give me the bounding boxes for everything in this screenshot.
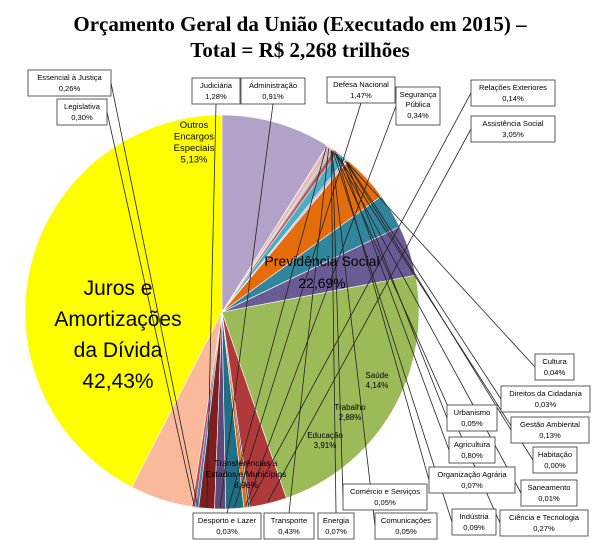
callout-box-cultura bbox=[534, 353, 575, 381]
slice-label-outros-encargos-especiais: Outros Encargos Especiais 5,13% bbox=[174, 120, 215, 166]
leader-line-judiciaria bbox=[206, 103, 217, 507]
slice-label-previdencia-social: Previdência Social 22,69% bbox=[264, 253, 379, 291]
slice-label-comercio-e-servicos: Comércio e Serviços 0,05% bbox=[350, 487, 420, 507]
callout-box-administracao bbox=[240, 77, 306, 105]
slice-label-educacao: Educação 3,91% bbox=[307, 431, 343, 450]
leader-line-habitacao bbox=[336, 154, 534, 461]
callout-box-desporto-e-lazer bbox=[192, 512, 262, 540]
leader-line-direitos-da-cidadania bbox=[346, 161, 502, 400]
callout-box-essencial-a-justica bbox=[27, 69, 112, 97]
pie-slice-transferencias-a-estados-e-municipios bbox=[221, 114, 328, 314]
callout-box-comercio-e-servicos bbox=[342, 483, 428, 511]
leader-line-transporte bbox=[288, 148, 329, 514]
slice-label-juros-e-amortizacoes-da-divida: Juros e Amortizações da Dívida 42,43% bbox=[54, 277, 181, 393]
slice-label-industria: Indústria 0,09% bbox=[459, 512, 489, 532]
callout-box-industria bbox=[451, 508, 497, 536]
leader-line-energia bbox=[330, 150, 337, 514]
callout-box-organizacao-agraria bbox=[428, 466, 516, 494]
slice-labels: Juros e Amortizações da Dívida 42,43% Outros… bbox=[27, 69, 591, 540]
leader-line-legislativa bbox=[106, 111, 195, 506]
callout-box-relacoes-exteriores bbox=[470, 79, 556, 107]
pie-slice-juros-e-amortizacoes-da-divida bbox=[24, 114, 223, 488]
slice-label-judiciaria: Judiciária 1,28% bbox=[200, 81, 233, 101]
leader-line-comercio-e-servicos bbox=[331, 151, 344, 498]
slice-label-administracao: Administração 0,91% bbox=[249, 81, 297, 101]
callout-box-defesa-nacional bbox=[326, 76, 396, 104]
pie-slice-previdencia-social bbox=[221, 274, 420, 499]
slice-label-energia: Energia 0,07% bbox=[323, 516, 350, 536]
callout-box-urbanismo bbox=[446, 404, 498, 432]
leader-line-defesa-nacional bbox=[234, 102, 362, 507]
leader-line-assistencia-social bbox=[267, 128, 472, 502]
slice-label-ciencia-e-tecnologia: Ciência e Tecnologia 0,27% bbox=[509, 513, 580, 533]
callout-box-gestao-ambiental bbox=[510, 416, 590, 444]
leader-lines bbox=[106, 82, 536, 527]
callout-box-energia bbox=[317, 512, 355, 540]
slice-label-relacoes-exteriores: Relações Exteriores 0,14% bbox=[479, 83, 547, 103]
callout-box-saneamento bbox=[520, 479, 578, 507]
callout-box-transporte bbox=[263, 512, 315, 540]
slice-label-saude: Saúde 4,14% bbox=[365, 371, 389, 390]
slice-label-cultura: Cultura 0,04% bbox=[542, 357, 567, 377]
slice-label-legislativa: Legislativa 0,30% bbox=[64, 102, 101, 122]
callout-box-agricultura bbox=[448, 436, 496, 464]
leader-line-urbanismo bbox=[345, 161, 448, 419]
leader-line-organizacao-agraria bbox=[336, 154, 430, 481]
chart-title-line-2: Total = R$ 2,268 trilhões bbox=[190, 38, 410, 62]
leader-line-seguranca-publica bbox=[245, 105, 397, 506]
slice-label-habitacao: Habitação 0,00% bbox=[538, 450, 572, 470]
slice-label-essencial-a-justica: Essencial à Justiça 0,26% bbox=[37, 73, 102, 93]
slice-label-assistencia-social: Assistência Social 3,05% bbox=[482, 119, 544, 139]
callout-box-assistencia-social bbox=[470, 115, 556, 143]
slice-label-seguranca-publica: Segurança Pública 0,34% bbox=[400, 90, 438, 120]
slice-label-gestao-ambiental: Gestão Ambiental 0,13% bbox=[520, 420, 580, 440]
slice-label-trabalho: Trabalho 2,88% bbox=[334, 403, 366, 422]
leader-line-desporto-e-lazer bbox=[226, 147, 327, 514]
leader-line-administracao bbox=[219, 103, 274, 508]
slice-label-comunicacoes: Comunicações 0,05% bbox=[381, 516, 431, 536]
callout-box-direitos-da-cidadania bbox=[500, 385, 591, 413]
leader-line-industria bbox=[332, 151, 453, 523]
callout-box-seguranca-publica bbox=[395, 86, 441, 126]
leader-line-relacoes-exteriores bbox=[248, 92, 472, 506]
slice-label-direitos-da-cidadania: Direitos da Cidadania 0,03% bbox=[509, 389, 582, 409]
slice-label-desporto-e-lazer: Desporto e Lazer 0,03% bbox=[198, 516, 257, 536]
leader-line-gestao-ambiental bbox=[344, 160, 512, 431]
slice-label-agricultura: Agricultura 0,80% bbox=[454, 440, 491, 460]
leader-line-essencial-a-justica bbox=[110, 82, 198, 506]
chart-title-line-1: Orçamento Geral da União (Executado em 2… bbox=[73, 12, 527, 36]
slice-label-transferencias-a-estados-e-municipios: Transferências a Estados e Municípios 8,96… bbox=[206, 458, 287, 490]
slice-label-transporte: Transporte 0,43% bbox=[271, 516, 307, 536]
slice-label-defesa-nacional: Defesa Nacional 1,47% bbox=[333, 80, 389, 100]
slice-label-organizacao-agraria: Organização Agrária 0,07% bbox=[437, 470, 507, 490]
callout-box-judiciaria bbox=[191, 77, 241, 105]
callout-box-habitacao bbox=[532, 446, 578, 474]
slice-label-saneamento: Saneamento 0,01% bbox=[527, 483, 570, 503]
leader-line-comunicacoes bbox=[331, 150, 376, 527]
leader-line-saneamento bbox=[335, 153, 522, 494]
callout-box-legislativa bbox=[56, 98, 108, 126]
callout-box-comunicacoes bbox=[374, 512, 438, 540]
slice-label-urbanismo: Urbanismo 0,05% bbox=[454, 408, 491, 428]
leader-line-cultura bbox=[346, 161, 536, 368]
callout-box-ciencia-e-tecnologia bbox=[499, 509, 589, 537]
